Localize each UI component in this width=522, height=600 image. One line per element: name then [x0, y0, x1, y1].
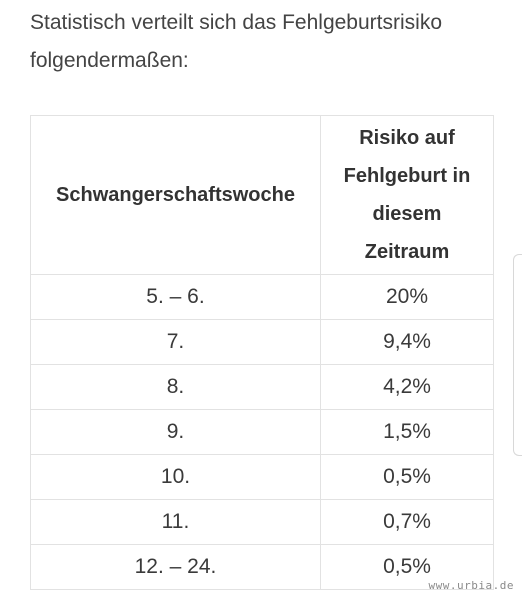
cell-week: 12. – 24.	[30, 544, 321, 590]
miscarriage-risk-table: Schwangerschaftswoche Risiko auf Fehlgeb…	[30, 115, 494, 590]
intro-paragraph: Statistisch verteilt sich das Fehlgeburt…	[30, 11, 442, 72]
table-row: 7. 9,4%	[30, 319, 494, 365]
cell-risk: 0,7%	[320, 499, 494, 545]
cell-week: 5. – 6.	[30, 274, 321, 320]
table-row: 8. 4,2%	[30, 364, 494, 410]
cell-week: 10.	[30, 454, 321, 500]
cell-risk: 1,5%	[320, 409, 494, 455]
table-row: 5. – 6. 20%	[30, 274, 494, 320]
table-row: 9. 1,5%	[30, 409, 494, 455]
site-watermark: www.urbia.de	[428, 579, 514, 592]
table-body: 5. – 6. 20% 7. 9,4% 8. 4,2% 9. 1,5% 10. …	[30, 274, 494, 590]
header-risk: Risiko auf Fehlgeburt in diesem Zeitraum	[320, 115, 494, 275]
cell-risk: 20%	[320, 274, 494, 320]
header-risk-line: Risiko auf	[359, 127, 455, 149]
table-row: 12. – 24. 0,5%	[30, 544, 494, 590]
header-risk-line: diesem	[372, 203, 442, 225]
cell-week: 8.	[30, 364, 321, 410]
header-risk-line: Zeitraum	[364, 241, 450, 263]
cell-week: 7.	[30, 319, 321, 365]
cell-week: 11.	[30, 499, 321, 545]
header-week: Schwangerschaftswoche	[30, 115, 321, 275]
header-risk-line: Fehlgeburt in	[343, 165, 471, 187]
side-scroll-handle[interactable]	[513, 254, 522, 456]
table-row: 11. 0,7%	[30, 499, 494, 545]
table-row: 10. 0,5%	[30, 454, 494, 500]
cell-risk: 0,5%	[320, 454, 494, 500]
cell-risk: 0,5%	[320, 544, 494, 590]
table-header: Schwangerschaftswoche Risiko auf Fehlgeb…	[30, 115, 494, 275]
cell-risk: 9,4%	[320, 319, 494, 365]
table-header-row: Schwangerschaftswoche Risiko auf Fehlgeb…	[30, 115, 494, 275]
cell-week: 9.	[30, 409, 321, 455]
cell-risk: 4,2%	[320, 364, 494, 410]
